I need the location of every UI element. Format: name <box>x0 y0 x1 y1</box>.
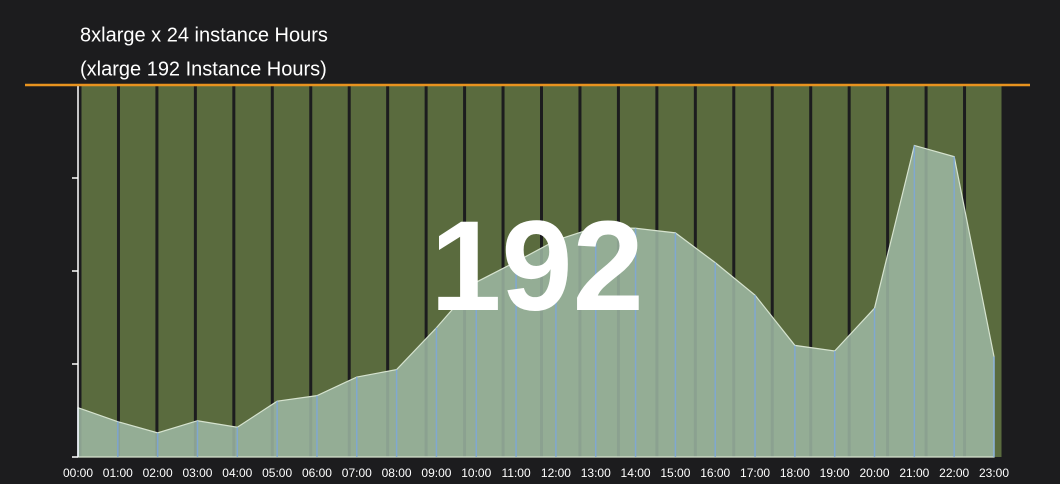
x-tick-label: 17:00 <box>740 466 770 480</box>
annotation: 192 <box>430 195 644 338</box>
chart-subtitle: (xlarge 192 Instance Hours) <box>80 58 327 80</box>
x-tick-label: 20:00 <box>860 466 890 480</box>
x-tick-label: 04:00 <box>222 466 252 480</box>
x-tick-label: 12:00 <box>541 466 571 480</box>
x-tick-label: 01:00 <box>103 466 133 480</box>
x-tick-label: 02:00 <box>143 466 173 480</box>
x-tick-label: 23:00 <box>979 466 1009 480</box>
x-tick-label: 03:00 <box>182 466 212 480</box>
chart-title: 8xlarge x 24 instance Hours <box>80 24 328 46</box>
capacity-bar <box>235 85 271 457</box>
x-tick-label: 10:00 <box>461 466 491 480</box>
capacity-bar <box>158 85 194 457</box>
capacity-bar <box>196 85 233 457</box>
x-tick-label: 13:00 <box>581 466 611 480</box>
x-tick-label: 00:00 <box>63 466 93 480</box>
capacity-bar <box>119 85 156 457</box>
x-tick-label: 14:00 <box>621 466 651 480</box>
x-tick-label: 11:00 <box>502 466 531 480</box>
x-tick-label: 22:00 <box>939 466 969 480</box>
x-tick-label: 06:00 <box>302 466 332 480</box>
x-tick-label: 08:00 <box>382 466 412 480</box>
x-tick-label: 07:00 <box>342 466 372 480</box>
x-tick-label: 09:00 <box>421 466 451 480</box>
x-tick-label: 21:00 <box>899 466 929 480</box>
x-tick-label: 19:00 <box>820 466 850 480</box>
x-tick-label: 05:00 <box>262 466 292 480</box>
capacity-bar <box>273 85 310 457</box>
x-tick-label: 18:00 <box>780 466 810 480</box>
x-tick-label: 15:00 <box>660 466 690 480</box>
capacity-bar <box>81 85 117 457</box>
x-tick-label: 16:00 <box>700 466 730 480</box>
